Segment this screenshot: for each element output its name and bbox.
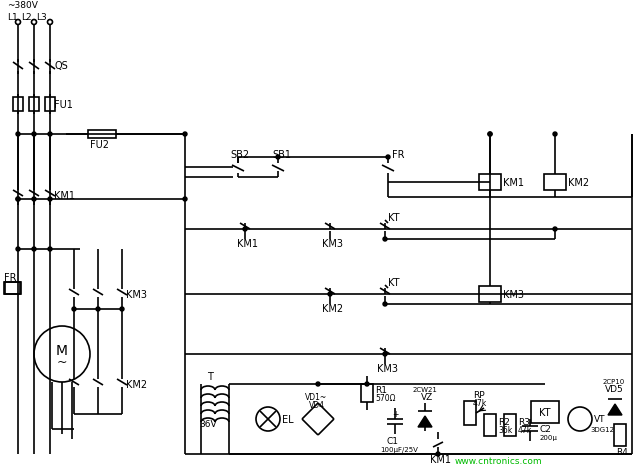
Bar	[614, 424, 626, 446]
Bar	[544, 175, 566, 190]
Circle shape	[436, 452, 440, 456]
Circle shape	[365, 382, 369, 386]
Circle shape	[383, 352, 387, 356]
Text: VZ: VZ	[421, 393, 433, 402]
Text: 3DG12: 3DG12	[590, 426, 614, 432]
Bar	[479, 175, 501, 190]
Bar	[479, 287, 501, 302]
Polygon shape	[608, 404, 622, 415]
Text: VT: VT	[594, 415, 605, 424]
Text: KT: KT	[540, 407, 551, 417]
Text: C1: C1	[386, 436, 398, 446]
Text: SB2: SB2	[230, 149, 249, 159]
Circle shape	[276, 156, 280, 159]
Text: FU1: FU1	[54, 100, 73, 110]
Text: VD1~: VD1~	[305, 393, 327, 402]
Circle shape	[16, 198, 20, 201]
Bar	[361, 384, 373, 402]
Circle shape	[553, 228, 557, 231]
Text: RP: RP	[473, 391, 484, 400]
Text: R3: R3	[518, 417, 530, 426]
Text: KM1: KM1	[503, 178, 524, 188]
Text: SB1: SB1	[272, 149, 291, 159]
Circle shape	[383, 238, 387, 241]
Bar	[484, 414, 496, 436]
Circle shape	[183, 198, 187, 201]
Circle shape	[32, 198, 36, 201]
Bar	[88, 131, 116, 139]
Text: KT: KT	[388, 213, 399, 223]
Circle shape	[32, 248, 36, 251]
Circle shape	[120, 307, 124, 311]
Circle shape	[32, 133, 36, 137]
Bar	[464, 401, 476, 425]
Text: KM3: KM3	[322, 238, 343, 248]
Text: R4: R4	[616, 447, 628, 456]
Text: EL: EL	[282, 414, 294, 424]
Text: 47k: 47k	[518, 426, 532, 435]
Text: L1: L1	[7, 12, 18, 21]
Circle shape	[488, 133, 492, 137]
Text: T: T	[207, 371, 213, 381]
Text: VD5: VD5	[605, 385, 624, 394]
Text: KM3: KM3	[503, 289, 524, 299]
Text: 2CP10: 2CP10	[603, 378, 625, 384]
Circle shape	[48, 133, 52, 137]
Text: KM1: KM1	[54, 190, 75, 200]
Circle shape	[16, 133, 20, 137]
Circle shape	[553, 133, 557, 137]
Text: 36V: 36V	[199, 420, 216, 428]
Text: VD4: VD4	[309, 401, 325, 410]
Text: M: M	[56, 343, 68, 357]
Circle shape	[16, 248, 20, 251]
Text: KM2: KM2	[568, 178, 589, 188]
Text: +: +	[392, 410, 398, 418]
Text: FR: FR	[392, 149, 404, 159]
Text: KM2: KM2	[126, 379, 147, 389]
Bar	[4, 282, 20, 294]
Bar	[531, 401, 559, 423]
Text: KM1: KM1	[237, 238, 258, 248]
Text: ~380V: ~380V	[7, 1, 38, 10]
Bar	[29, 98, 39, 112]
Text: KM2: KM2	[322, 303, 343, 313]
Text: 36k: 36k	[498, 426, 512, 435]
Text: L2: L2	[21, 12, 31, 21]
Circle shape	[16, 198, 20, 201]
Circle shape	[48, 198, 52, 201]
Text: QS: QS	[54, 61, 68, 71]
Text: 47k: 47k	[473, 399, 487, 407]
Text: R1: R1	[375, 386, 387, 395]
Text: FU2: FU2	[90, 140, 109, 149]
Bar	[5, 282, 21, 294]
Text: R2: R2	[498, 417, 510, 426]
Circle shape	[316, 382, 320, 386]
Polygon shape	[418, 416, 432, 427]
Circle shape	[386, 156, 390, 159]
Circle shape	[383, 302, 387, 307]
Circle shape	[72, 307, 76, 311]
Circle shape	[328, 292, 332, 297]
Text: 2CW21: 2CW21	[413, 386, 438, 392]
Bar	[504, 414, 516, 436]
Text: KT: KT	[388, 278, 399, 288]
Text: L3: L3	[36, 12, 47, 21]
Text: 570Ω: 570Ω	[375, 394, 396, 403]
Text: FR: FR	[4, 272, 17, 282]
Text: KM3: KM3	[126, 289, 147, 299]
Text: 100μF/25V: 100μF/25V	[380, 446, 418, 452]
Text: KM3: KM3	[377, 363, 398, 373]
Bar	[45, 98, 55, 112]
Bar	[13, 98, 23, 112]
Circle shape	[488, 133, 492, 137]
Circle shape	[96, 307, 100, 311]
Circle shape	[48, 248, 52, 251]
Circle shape	[183, 133, 187, 137]
Text: www.cntronics.com: www.cntronics.com	[455, 456, 543, 466]
Text: ~: ~	[57, 355, 67, 368]
Text: 200μ: 200μ	[540, 434, 558, 440]
Circle shape	[243, 228, 247, 231]
Text: C2: C2	[540, 425, 552, 434]
Text: KM1: KM1	[430, 454, 451, 464]
